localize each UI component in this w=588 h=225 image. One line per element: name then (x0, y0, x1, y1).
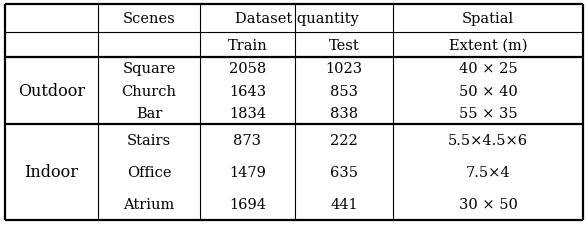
Text: 1023: 1023 (325, 62, 363, 76)
Text: 1643: 1643 (229, 84, 266, 98)
Text: 1834: 1834 (229, 106, 266, 120)
Text: Outdoor: Outdoor (18, 83, 85, 99)
Text: Church: Church (122, 84, 176, 98)
Text: Office: Office (127, 165, 171, 179)
Text: 635: 635 (330, 165, 358, 179)
Text: 7.5×4: 7.5×4 (466, 165, 510, 179)
Text: Test: Test (329, 38, 359, 52)
Text: 222: 222 (330, 133, 358, 147)
Text: 838: 838 (330, 106, 358, 120)
Text: 1479: 1479 (229, 165, 266, 179)
Text: 50 × 40: 50 × 40 (459, 84, 517, 98)
Text: Extent (m): Extent (m) (449, 38, 527, 52)
Text: 441: 441 (330, 197, 358, 211)
Text: 5.5×4.5×6: 5.5×4.5×6 (448, 133, 528, 147)
Text: 853: 853 (330, 84, 358, 98)
Text: 2058: 2058 (229, 62, 266, 76)
Text: Square: Square (122, 62, 176, 76)
Text: Atrium: Atrium (123, 197, 175, 211)
Text: Train: Train (228, 38, 268, 52)
Text: Spatial: Spatial (462, 12, 514, 26)
Text: Bar: Bar (136, 106, 162, 120)
Text: 1694: 1694 (229, 197, 266, 211)
Text: Scenes: Scenes (123, 12, 175, 26)
Text: Dataset quantity: Dataset quantity (235, 12, 358, 26)
Text: 873: 873 (233, 133, 262, 147)
Text: 30 × 50: 30 × 50 (459, 197, 517, 211)
Text: Indoor: Indoor (25, 164, 79, 181)
Text: Stairs: Stairs (127, 133, 171, 147)
Text: 55 × 35: 55 × 35 (459, 106, 517, 120)
Text: 40 × 25: 40 × 25 (459, 62, 517, 76)
